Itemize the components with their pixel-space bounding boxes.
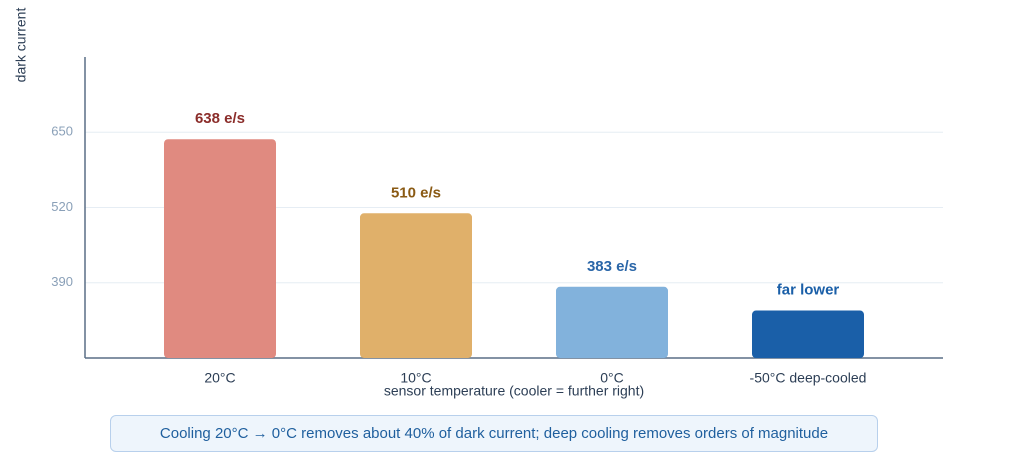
y-tick-label: 390 [51,274,73,289]
value-label: 638 e/s [195,110,245,127]
bar [164,139,276,358]
value-label: far lower [777,282,840,299]
y-axis-title: dark current [13,8,29,83]
value-label: 383 e/s [587,258,637,275]
x-tick-label: 0°C [600,370,624,386]
x-tick-label: 10°C [400,370,431,386]
x-axis-title: sensor temperature (cooler = further rig… [384,383,644,399]
bar [360,213,472,358]
bar [556,286,668,358]
annotation: Cooling 20°C → 0°C removes about 40% of … [110,415,878,452]
bar [752,310,864,358]
x-tick-label: -50°C deep-cooled [750,370,867,386]
y-tick-label: 650 [51,124,73,139]
x-tick-label: 20°C [204,370,235,386]
value-label: 510 e/s [391,184,441,201]
y-tick-label: 520 [51,199,73,214]
